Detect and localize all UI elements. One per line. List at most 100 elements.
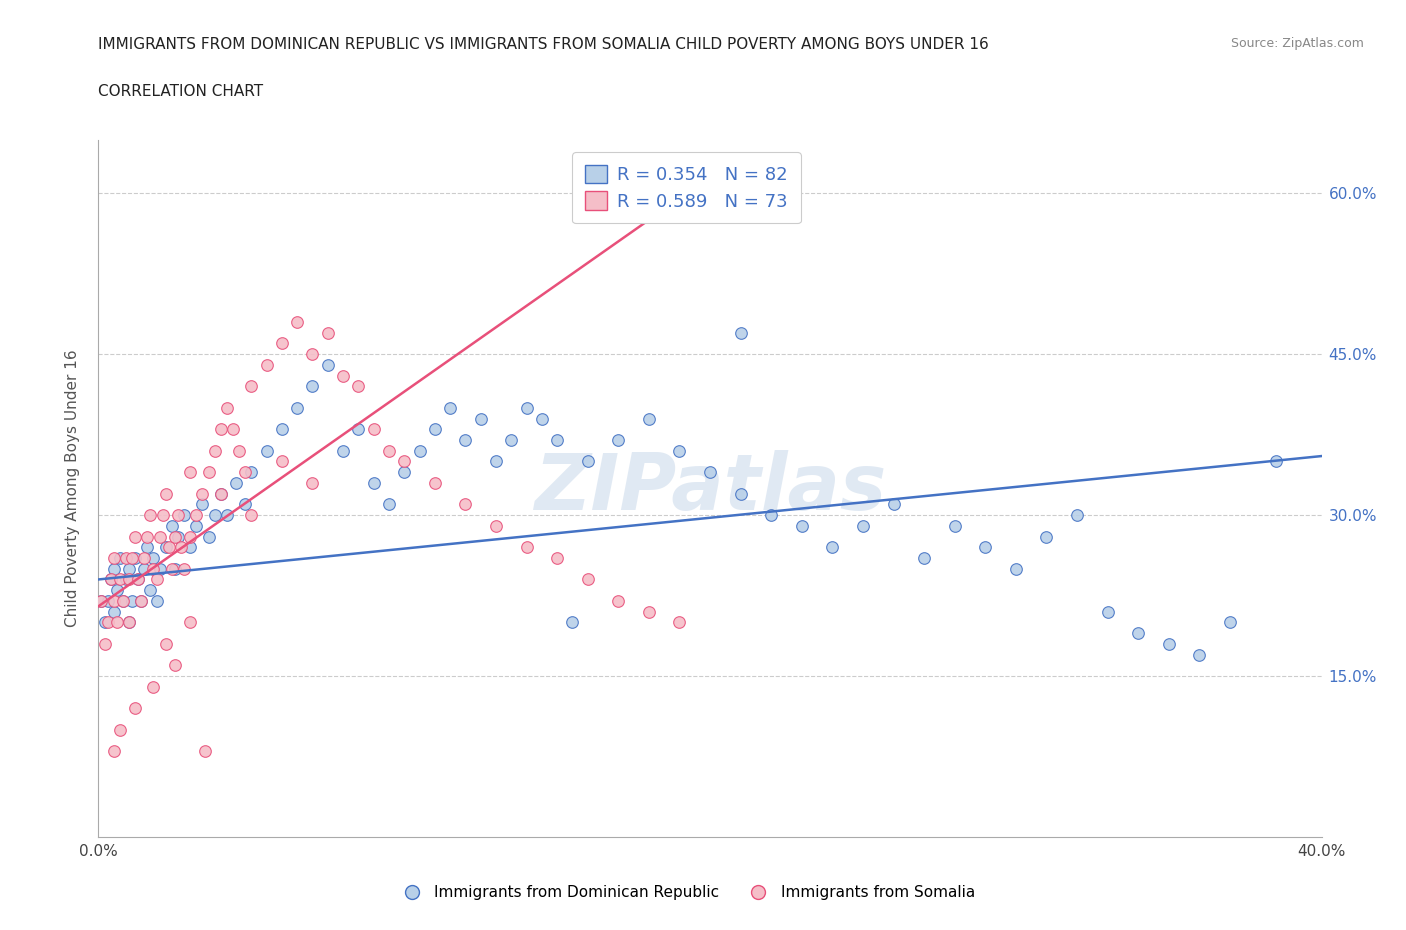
Point [163, 562, 186, 577]
Point [134, 562, 156, 577]
Point [191, 497, 214, 512]
Point [1219, 615, 1241, 630]
Point [561, 615, 583, 630]
Point [240, 508, 263, 523]
Point [160, 518, 183, 533]
Point [139, 583, 162, 598]
Point [103, 604, 125, 619]
Point [139, 508, 162, 523]
Text: Source: ZipAtlas.com: Source: ZipAtlas.com [1230, 37, 1364, 50]
Point [127, 572, 149, 587]
Point [423, 422, 446, 437]
Y-axis label: Child Poverty Among Boys Under 16: Child Poverty Among Boys Under 16 [65, 350, 80, 627]
Point [546, 432, 568, 447]
Point [163, 658, 186, 672]
Point [155, 539, 177, 554]
Point [136, 539, 159, 554]
Point [124, 701, 146, 716]
Point [699, 465, 721, 480]
Point [118, 615, 141, 630]
Point [1128, 626, 1150, 641]
Point [179, 615, 201, 630]
Point [270, 336, 292, 351]
Point [607, 432, 630, 447]
Point [270, 422, 292, 437]
Point [173, 508, 195, 523]
Point [530, 411, 553, 426]
Point [228, 444, 250, 458]
Point [363, 475, 385, 490]
Point [454, 432, 477, 447]
Point [129, 593, 152, 608]
Point [240, 379, 263, 393]
Point [115, 551, 138, 565]
Point [215, 508, 238, 523]
Point [233, 465, 256, 480]
Point [392, 454, 416, 469]
Point [852, 518, 875, 533]
Point [197, 465, 219, 480]
Point [209, 486, 232, 501]
Point [301, 475, 323, 490]
Point [167, 508, 190, 523]
Point [378, 497, 401, 512]
Point [668, 444, 690, 458]
Point [883, 497, 905, 512]
Point [423, 475, 446, 490]
Point [347, 379, 370, 393]
Point [454, 497, 477, 512]
Point [576, 572, 599, 587]
Point [90, 593, 112, 608]
Point [118, 572, 141, 587]
Point [516, 400, 538, 415]
Point [256, 444, 278, 458]
Point [1066, 508, 1088, 523]
Point [301, 347, 323, 362]
Point [90, 593, 112, 608]
Point [173, 562, 195, 577]
Point [179, 539, 201, 554]
Point [240, 465, 263, 480]
Point [197, 529, 219, 544]
Point [134, 551, 156, 565]
Point [516, 539, 538, 554]
Point [121, 551, 143, 565]
Point [270, 454, 292, 469]
Point [347, 422, 370, 437]
Point [974, 539, 997, 554]
Point [225, 475, 247, 490]
Point [111, 593, 134, 608]
Point [108, 572, 131, 587]
Point [1157, 636, 1180, 651]
Point [186, 518, 208, 533]
Point [285, 400, 308, 415]
Point [142, 679, 165, 694]
Point [103, 744, 125, 759]
Point [142, 551, 165, 565]
Point [145, 572, 167, 587]
Point [209, 486, 232, 501]
Point [108, 551, 131, 565]
Point [152, 508, 174, 523]
Point [179, 529, 201, 544]
Point [301, 379, 323, 393]
Point [136, 529, 159, 544]
Point [637, 411, 661, 426]
Point [1097, 604, 1119, 619]
Point [1264, 454, 1286, 469]
Point [194, 744, 217, 759]
Point [501, 432, 523, 447]
Point [1035, 529, 1057, 544]
Point [546, 551, 568, 565]
Point [155, 636, 177, 651]
Point [759, 508, 782, 523]
Point [637, 604, 661, 619]
Point [470, 411, 492, 426]
Point [103, 562, 125, 577]
Point [170, 539, 193, 554]
Point [149, 562, 172, 577]
Text: IMMIGRANTS FROM DOMINICAN REPUBLIC VS IMMIGRANTS FROM SOMALIA CHILD POVERTY AMON: IMMIGRANTS FROM DOMINICAN REPUBLIC VS IM… [98, 37, 990, 52]
Point [124, 529, 146, 544]
Point [285, 314, 308, 329]
Point [222, 422, 245, 437]
